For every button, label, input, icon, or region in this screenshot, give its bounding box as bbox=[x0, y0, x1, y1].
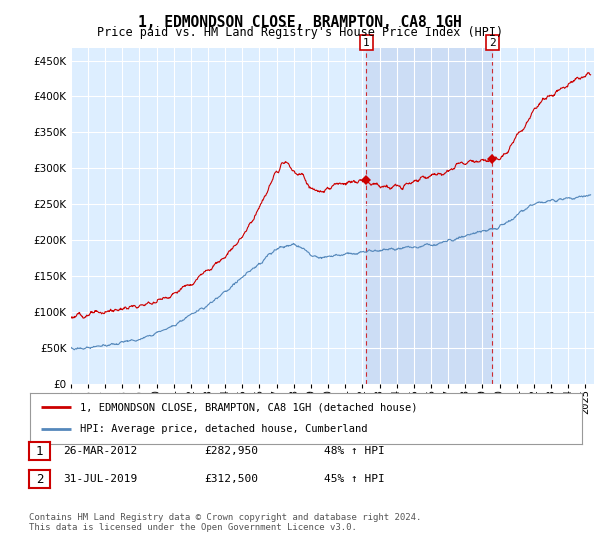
Text: 48% ↑ HPI: 48% ↑ HPI bbox=[324, 446, 385, 456]
Text: 31-JUL-2019: 31-JUL-2019 bbox=[63, 474, 137, 484]
Text: 26-MAR-2012: 26-MAR-2012 bbox=[63, 446, 137, 456]
Text: HPI: Average price, detached house, Cumberland: HPI: Average price, detached house, Cumb… bbox=[80, 424, 367, 435]
Text: 45% ↑ HPI: 45% ↑ HPI bbox=[324, 474, 385, 484]
Text: This data is licensed under the Open Government Licence v3.0.: This data is licensed under the Open Gov… bbox=[29, 523, 356, 532]
Text: £282,950: £282,950 bbox=[204, 446, 258, 456]
Text: 1, EDMONDSON CLOSE, BRAMPTON, CA8 1GH: 1, EDMONDSON CLOSE, BRAMPTON, CA8 1GH bbox=[138, 15, 462, 30]
Text: 2: 2 bbox=[489, 38, 496, 48]
Bar bbox=[367, 48, 493, 384]
Text: 1: 1 bbox=[363, 38, 370, 48]
Text: Price paid vs. HM Land Registry's House Price Index (HPI): Price paid vs. HM Land Registry's House … bbox=[97, 26, 503, 39]
Text: 2: 2 bbox=[36, 473, 43, 486]
Text: 1, EDMONDSON CLOSE, BRAMPTON, CA8 1GH (detached house): 1, EDMONDSON CLOSE, BRAMPTON, CA8 1GH (d… bbox=[80, 402, 417, 412]
Text: 1: 1 bbox=[36, 445, 43, 458]
Text: £312,500: £312,500 bbox=[204, 474, 258, 484]
Text: Contains HM Land Registry data © Crown copyright and database right 2024.: Contains HM Land Registry data © Crown c… bbox=[29, 513, 421, 522]
